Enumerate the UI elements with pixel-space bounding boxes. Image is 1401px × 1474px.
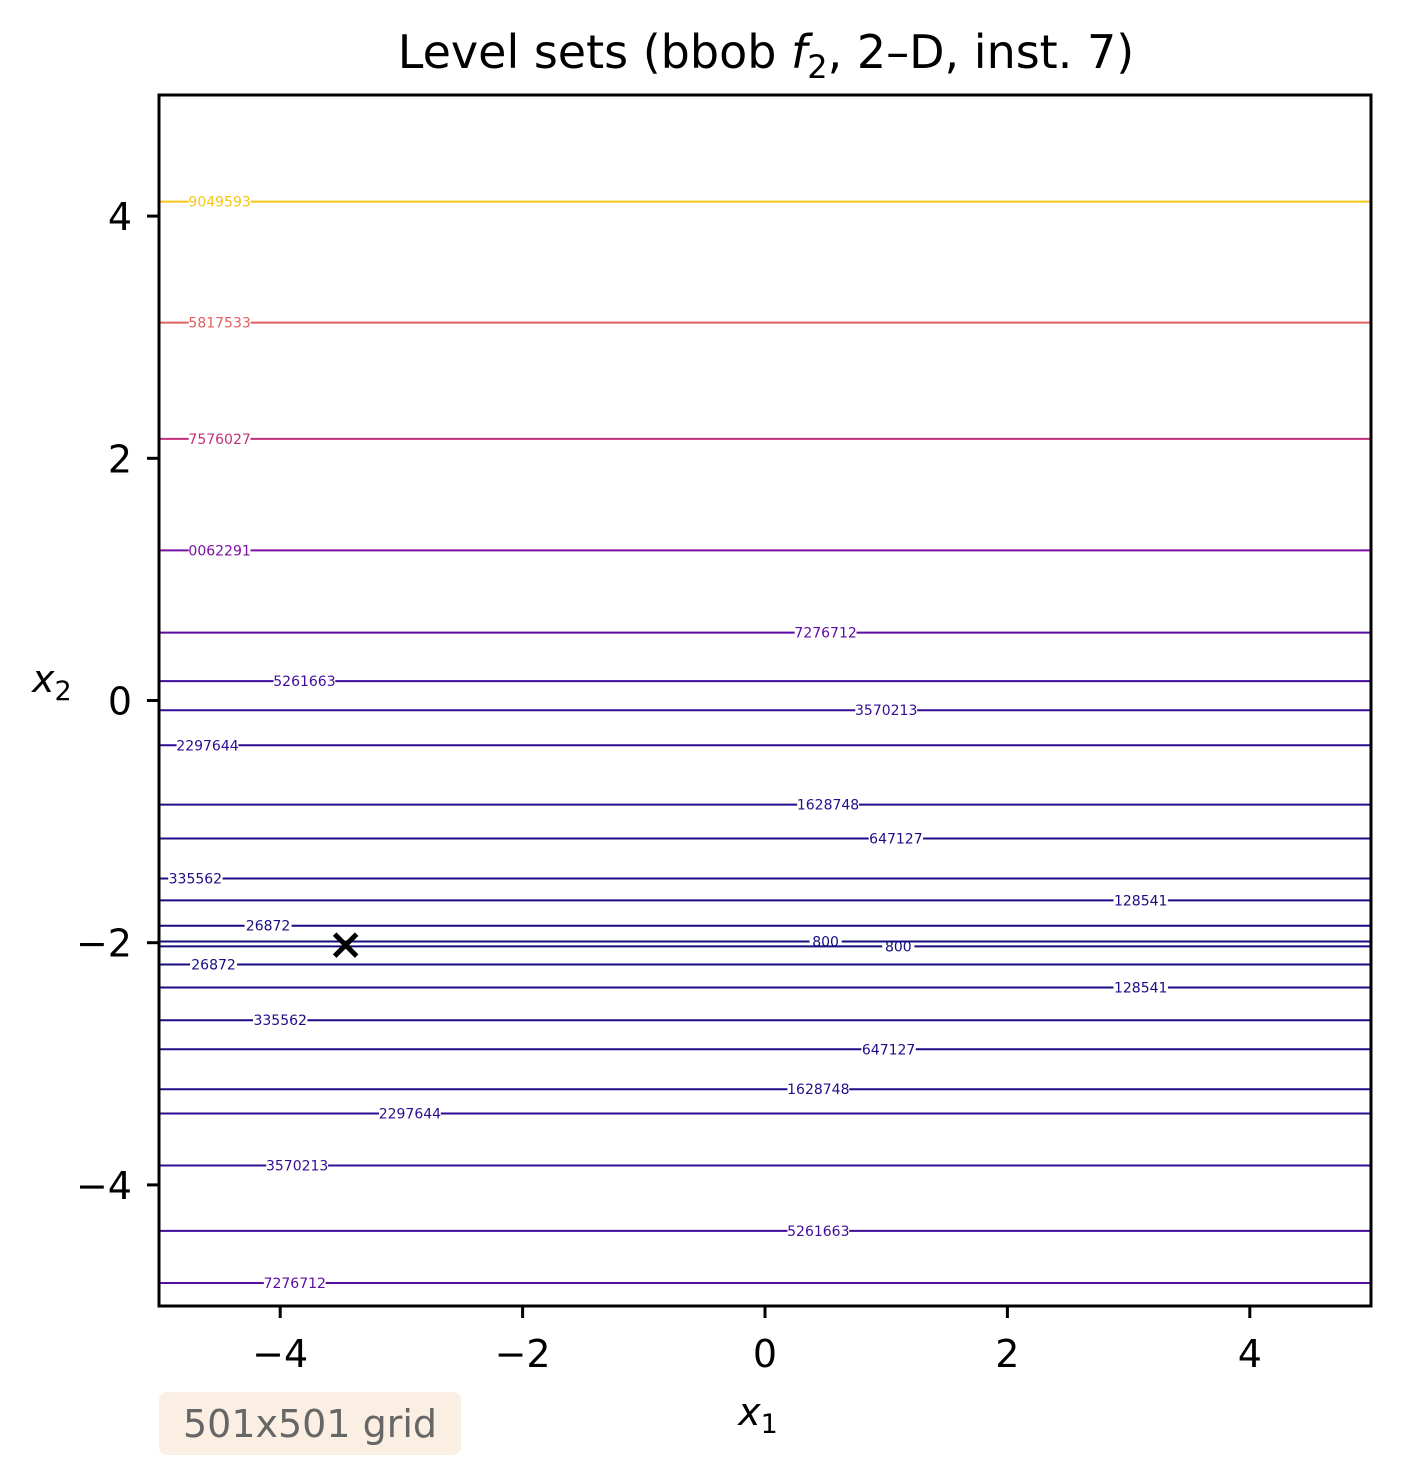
contour-label-1: 5817533 [188,316,250,332]
contour-lines [159,200,1371,1284]
contour-label-0: 9049593 [188,195,250,211]
contour-labels: 9049593 5817533 7576027 0062291 7276712 52616… [169,195,1168,1292]
contour-label-7: 2297644 [176,738,238,754]
contour-label-5: 5261663 [273,674,335,690]
marker-stroke-2 [332,932,359,958]
grid-resolution-note: 501x501 grid [159,1392,461,1455]
y-tick-label: −4 [76,1164,132,1208]
x-tick-label: 4 [1238,1332,1262,1376]
chart-title: Level sets (bbob f2, 2–D, inst. 7) [398,25,1134,86]
contour-label-13: 800 [812,934,839,950]
title-f-subscript: 2 [807,48,827,86]
contour-label-9: 647127 [869,832,922,848]
contour-label-15: 26872 [191,957,236,973]
y-tick-label: −2 [76,922,132,966]
plot-frame [157,93,1373,1308]
contour-label-11: 128541 [1114,893,1167,909]
y-axis-ticks: −4 −2 0 2 4 [76,195,159,1208]
contour-label-20: 2297644 [379,1106,441,1122]
minimum-marker [332,932,359,958]
contour-label-19: 1628748 [787,1082,849,1098]
title-main: Level sets (bbob [398,25,791,79]
title-rest: , 2–D, inst. 7) [828,25,1135,79]
x-tick-label: 0 [753,1332,777,1376]
contour-label-6: 3570213 [855,703,917,719]
y-tick-label: 2 [108,437,132,481]
x-axis-label: x1 [737,1390,778,1440]
contour-label-2: 7576027 [188,432,250,448]
contour-label-4: 7276712 [794,626,856,642]
y-axis-label: x2 [31,657,72,707]
contour-label-8: 1628748 [797,798,859,814]
contour-label-21: 3570213 [266,1159,328,1175]
contour-label-16: 128541 [1114,981,1167,997]
x-tick-label: −2 [495,1332,551,1376]
contour-label-12: 26872 [246,919,291,935]
contour-label-10: 335562 [169,872,222,888]
y-tick-label: 4 [108,195,132,239]
y-tick-label: 0 [108,680,132,724]
contour-label-17: 335562 [253,1013,306,1029]
x-tick-label: 2 [995,1332,1019,1376]
x-axis-ticks: −4 −2 0 2 4 [252,1306,1262,1376]
contour-label-23: 7276712 [264,1276,326,1292]
contour-label-3: 0062291 [188,543,250,559]
contour-label-14: 800 [885,939,912,955]
contour-label-22: 5261663 [787,1224,849,1240]
x-tick-label: −4 [252,1332,308,1376]
contour-label-18: 647127 [862,1042,915,1058]
